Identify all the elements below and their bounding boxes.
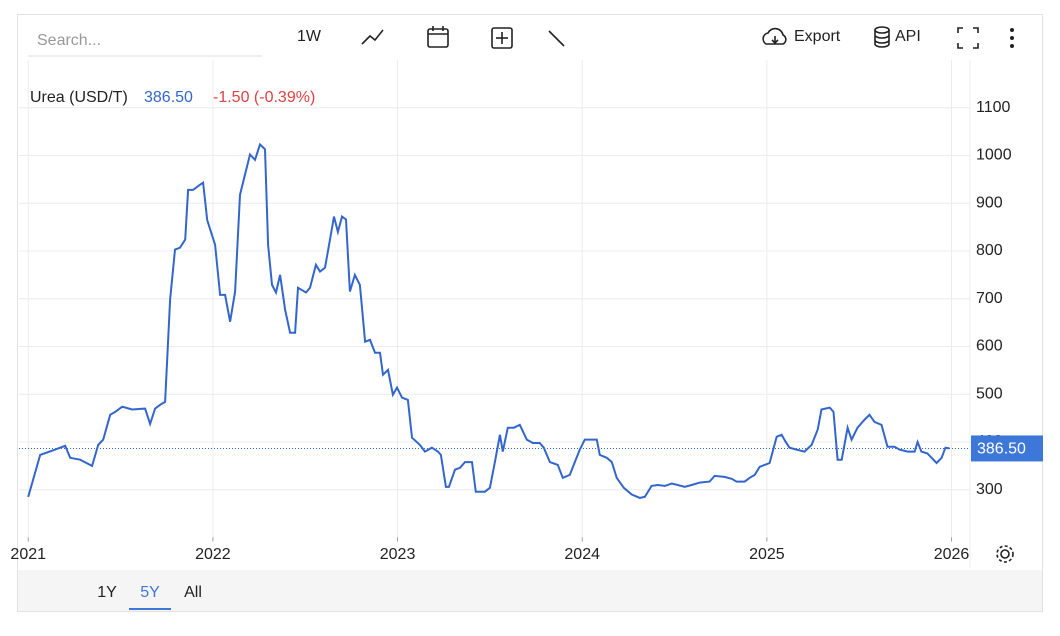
- tools-icon[interactable]: [548, 30, 565, 47]
- legend-name: Urea (USD/T): [30, 89, 128, 106]
- legend-change: -1.50 (-0.39%): [213, 89, 315, 106]
- interval-button[interactable]: 1W: [297, 28, 322, 45]
- calendar-icon[interactable]: [427, 26, 449, 48]
- y-tick-label: 1100: [976, 99, 1011, 116]
- x-tick-label: 2025: [749, 546, 785, 563]
- fullscreen-icon[interactable]: [957, 27, 979, 49]
- api-icon[interactable]: [874, 26, 890, 48]
- y-tick-label: 1000: [976, 147, 1012, 164]
- api-button[interactable]: API: [895, 28, 921, 45]
- y-tick-label: 600: [976, 338, 1003, 355]
- x-tick-label: 2022: [195, 546, 231, 563]
- x-tick-label: 2021: [10, 546, 46, 563]
- range-button[interactable]: 1Y: [97, 584, 117, 601]
- search-input[interactable]: Search...: [37, 32, 101, 49]
- compare-icon[interactable]: [491, 27, 513, 49]
- y-tick-label: 700: [976, 290, 1003, 307]
- menu-icon[interactable]: [1010, 28, 1014, 48]
- range-button[interactable]: 5Y: [140, 584, 160, 601]
- price-line: [27, 142, 950, 499]
- y-tick-label: 300: [976, 481, 1003, 498]
- range-button[interactable]: All: [184, 584, 202, 601]
- y-tick-label: 500: [976, 385, 1003, 402]
- export-button[interactable]: Export: [794, 28, 841, 45]
- frame: [17, 14, 1043, 612]
- range-bar: [18, 570, 1042, 611]
- chart-type-icon[interactable]: [361, 29, 384, 45]
- x-tick-label: 2023: [380, 546, 416, 563]
- last-price-label: 386.50: [977, 441, 1026, 458]
- export-icon[interactable]: [762, 27, 787, 45]
- y-tick-label: 900: [976, 194, 1003, 211]
- last-price-badge: [971, 435, 1043, 462]
- settings-icon[interactable]: [996, 545, 1014, 563]
- x-tick-label: 2024: [564, 546, 600, 563]
- y-tick-label: 800: [976, 242, 1003, 259]
- legend-last-value: 386.50: [144, 89, 193, 106]
- x-tick-label: 2026: [934, 546, 970, 563]
